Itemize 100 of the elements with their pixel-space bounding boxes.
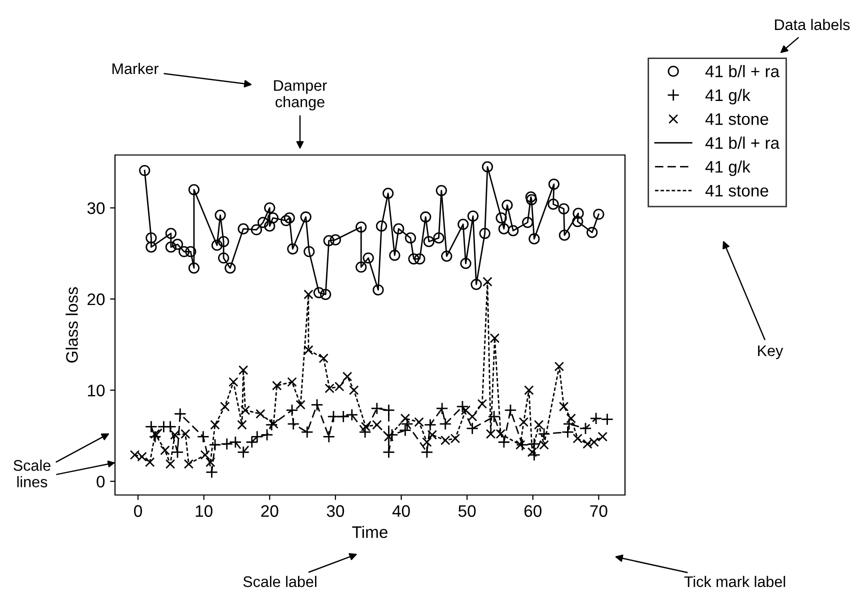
point	[286, 404, 298, 416]
point	[590, 412, 602, 425]
point	[200, 450, 210, 460]
legend-label: 41 b/l + ra	[705, 136, 780, 149]
x-tick-label: 10	[196, 505, 212, 517]
text: Scale lines	[14, 460, 50, 488]
point	[466, 422, 479, 435]
point	[220, 438, 234, 450]
legend-label: 41 stone	[705, 184, 768, 197]
point	[524, 385, 534, 396]
point	[228, 377, 238, 387]
point	[220, 402, 230, 412]
x-tick-label: 30	[326, 505, 344, 517]
point	[528, 438, 540, 450]
point	[600, 413, 614, 426]
point	[579, 422, 592, 435]
point	[384, 432, 394, 442]
point	[322, 430, 336, 443]
point	[144, 420, 158, 433]
x-tick-label: 0	[134, 505, 142, 517]
point	[562, 418, 576, 430]
point	[527, 447, 538, 458]
point	[327, 410, 340, 423]
point	[287, 377, 297, 387]
point	[427, 430, 438, 440]
point	[196, 430, 210, 443]
y-axis-title: Glass loss	[66, 287, 78, 363]
x-tick-label: 60	[524, 505, 542, 517]
point	[566, 414, 576, 424]
point	[229, 436, 242, 448]
point	[165, 459, 176, 469]
point	[210, 420, 220, 430]
point	[518, 417, 529, 427]
text: Damper change	[274, 80, 327, 110]
text: Scale label	[243, 576, 316, 588]
point	[572, 434, 582, 444]
point	[554, 362, 564, 372]
point	[528, 448, 540, 462]
point	[516, 440, 526, 450]
y-tick-label: 0	[96, 476, 105, 488]
text: 41 b/l + ra	[705, 65, 780, 78]
point	[490, 333, 500, 344]
point	[482, 276, 492, 287]
x-tick-label: 20	[261, 505, 278, 517]
x-tick-label: 50	[458, 505, 476, 517]
point	[174, 408, 186, 420]
point	[349, 385, 359, 396]
legend-label: 41 g/k	[705, 160, 750, 176]
point	[164, 420, 177, 433]
point	[300, 426, 314, 438]
point	[237, 446, 250, 458]
y-tick-label: 10	[88, 384, 105, 396]
text: 41 stone	[705, 113, 768, 125]
point	[237, 420, 247, 430]
point	[145, 457, 155, 468]
y-tick-label: 30	[87, 202, 105, 214]
point	[272, 380, 282, 390]
point	[287, 418, 300, 430]
point	[208, 438, 222, 452]
point	[539, 440, 549, 450]
point	[422, 437, 432, 447]
point	[304, 290, 314, 300]
x-tick-label: 70	[590, 505, 608, 517]
point	[184, 459, 194, 469]
point	[477, 398, 488, 409]
text: Data labels	[775, 18, 850, 30]
point	[240, 405, 250, 416]
point	[504, 404, 517, 416]
x-tick-label: 40	[392, 505, 410, 517]
point	[562, 426, 574, 438]
y-tick-label: 20	[88, 293, 105, 306]
point	[310, 398, 324, 412]
text: 41 g/k	[705, 88, 750, 104]
x-axis-title: Time	[352, 526, 388, 538]
point	[296, 400, 306, 410]
point	[304, 345, 314, 355]
text: Tick mark label	[684, 576, 786, 588]
point	[467, 412, 478, 422]
point	[256, 409, 266, 419]
point	[398, 424, 412, 437]
point	[318, 353, 328, 364]
point	[342, 372, 352, 382]
point	[160, 445, 170, 456]
point	[456, 400, 469, 413]
point	[358, 426, 372, 438]
point	[382, 446, 396, 458]
point	[346, 408, 358, 422]
point	[148, 430, 162, 443]
point	[558, 402, 569, 412]
text: Marker	[112, 62, 159, 74]
point	[337, 410, 350, 423]
point	[382, 404, 396, 416]
point	[436, 402, 448, 415]
point	[488, 410, 500, 423]
point	[516, 438, 529, 452]
point	[370, 402, 384, 415]
point	[238, 365, 248, 375]
point	[420, 446, 434, 458]
point	[171, 446, 184, 458]
point	[439, 418, 452, 430]
